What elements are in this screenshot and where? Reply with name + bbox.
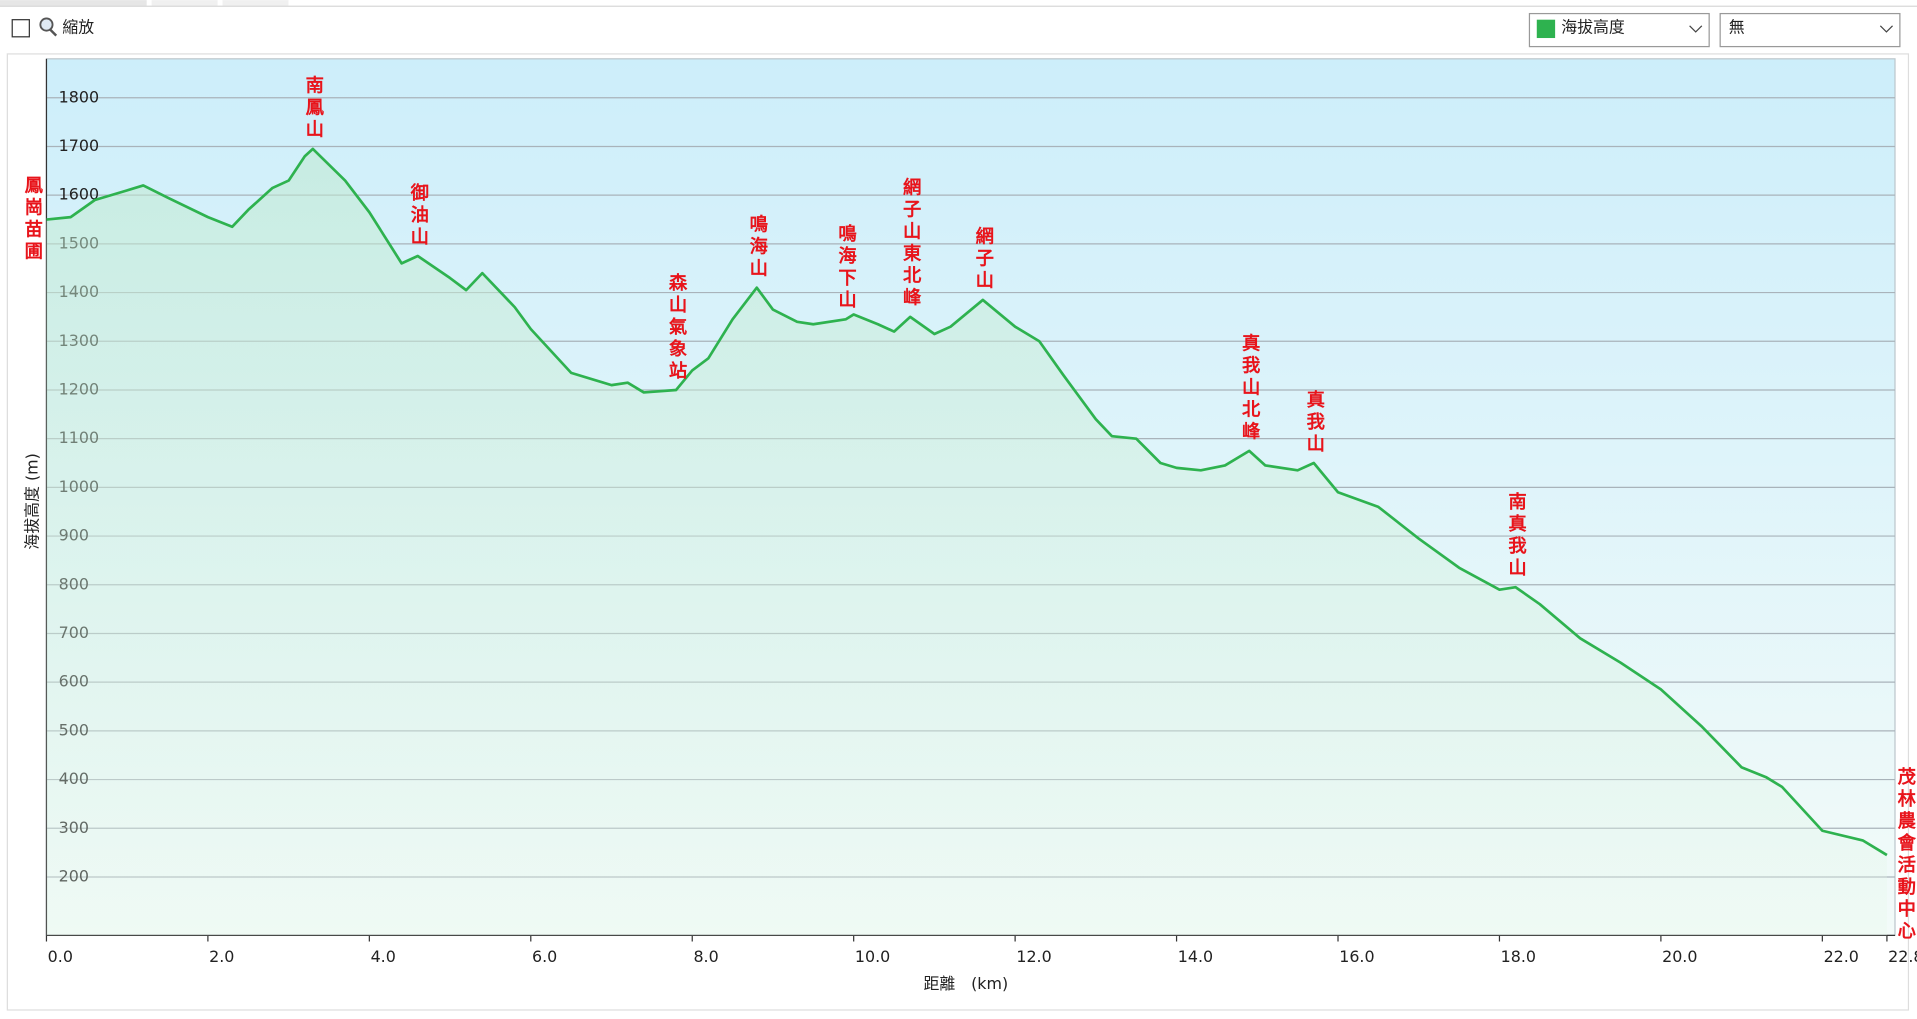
series-swatch bbox=[1536, 19, 1556, 39]
elevation-line bbox=[46, 147, 1888, 857]
point-label: 鳴海山 bbox=[747, 213, 768, 280]
x-tick-label: 0.0 bbox=[48, 947, 73, 966]
point-label: 茂林農會活動中心 bbox=[1895, 766, 1916, 943]
y-tick-label: 1600 bbox=[59, 185, 99, 204]
x-tick-label: 20.0 bbox=[1662, 947, 1697, 966]
point-label: 網子山東北峰 bbox=[900, 177, 921, 310]
point-label: 御油山 bbox=[408, 182, 430, 249]
point-label: 南真我山 bbox=[1506, 491, 1527, 580]
point-label: 森山氣象站 bbox=[666, 272, 687, 383]
point-label: 南鳳山 bbox=[303, 75, 324, 142]
x-tick-label: 22.8 bbox=[1888, 947, 1917, 966]
point-label: 鳴海下山 bbox=[836, 223, 857, 312]
x-tick-label: 22.0 bbox=[1824, 947, 1859, 966]
zoom-icon bbox=[39, 17, 54, 32]
point-label: 真我山北峰 bbox=[1239, 333, 1260, 444]
point-label: 鳳崗苗圃 bbox=[22, 176, 43, 264]
y-axis-title: 海拔高度 (m) bbox=[23, 453, 42, 549]
zoom-label: 縮放 bbox=[62, 18, 94, 37]
x-axis-title: 距離 (km) bbox=[923, 974, 1008, 993]
y-tick-label: 1700 bbox=[59, 136, 99, 155]
series-select-text: 海拔高度 bbox=[1561, 18, 1625, 37]
x-tick-label: 18.0 bbox=[1501, 947, 1536, 966]
dropdown-arrow bbox=[1879, 25, 1893, 33]
x-tick-label: 2.0 bbox=[209, 947, 234, 966]
x-tick-label: 4.0 bbox=[371, 947, 396, 966]
y-tick-label: 1800 bbox=[59, 87, 99, 106]
point-label: 網子山 bbox=[973, 226, 994, 293]
x-tick-label: 8.0 bbox=[693, 947, 718, 966]
x-tick-label: 14.0 bbox=[1178, 947, 1213, 966]
tab[interactable] bbox=[151, 0, 218, 7]
elevation-area bbox=[46, 148, 1887, 936]
zoom-icon bbox=[49, 28, 58, 37]
x-tick-label: 10.0 bbox=[855, 947, 890, 966]
x-tick-label: 16.0 bbox=[1339, 947, 1374, 966]
tab[interactable] bbox=[0, 0, 147, 7]
zoom-checkbox[interactable] bbox=[11, 19, 30, 38]
second-select[interactable] bbox=[1719, 12, 1901, 48]
point-label: 真我山 bbox=[1304, 389, 1325, 456]
x-tick-label: 12.0 bbox=[1016, 947, 1051, 966]
second-select-text: 無 bbox=[1729, 18, 1745, 37]
tab[interactable] bbox=[222, 0, 289, 7]
x-tick-label: 6.0 bbox=[532, 947, 557, 966]
series-select[interactable] bbox=[1528, 12, 1710, 48]
dropdown-arrow bbox=[1689, 25, 1703, 33]
chart-frame bbox=[6, 53, 1910, 1011]
